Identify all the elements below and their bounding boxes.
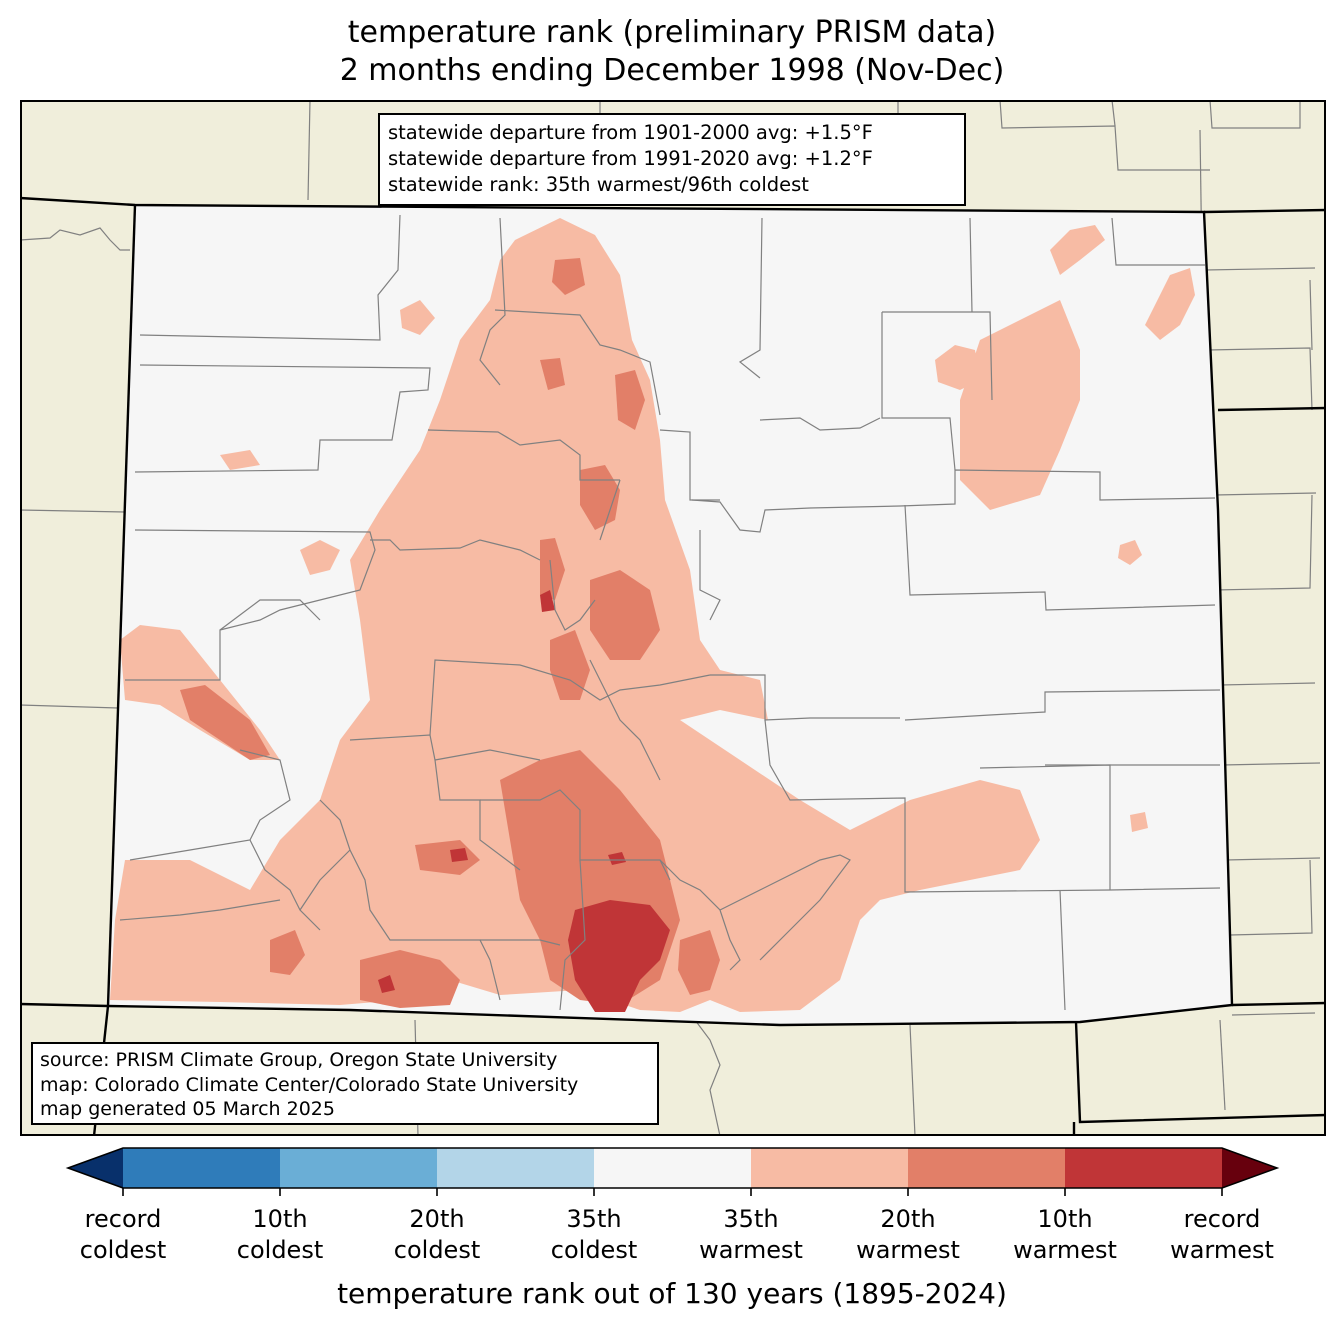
colorbar-label-35th-warmest: 35th warmest <box>671 1204 831 1266</box>
colorbar <box>65 1147 1280 1196</box>
map-credit-line: map: Colorado Climate Center/Colorado St… <box>40 1073 579 1096</box>
colorbar-label-20th-warmest: 20th warmest <box>828 1204 988 1266</box>
rank-warm10-regions <box>378 590 670 1012</box>
colorbar-segment-1 <box>123 1148 280 1188</box>
label-bottom: warmest <box>1013 1236 1117 1264</box>
departure-1991-2020: statewide departure from 1991-2020 avg: … <box>388 147 873 170</box>
source-line: source: PRISM Climate Group, Oregon Stat… <box>40 1049 558 1071</box>
source-box: source: PRISM Climate Group, Oregon Stat… <box>31 1042 659 1125</box>
colorbar-label-record-warmest: record warmest <box>1142 1204 1302 1266</box>
colorbar-segment-3 <box>437 1148 594 1188</box>
colorbar-extend-max <box>1222 1148 1277 1188</box>
generated-date-line: map generated 05 March 2025 <box>40 1098 335 1120</box>
map-frame <box>20 100 1326 1136</box>
label-bottom: coldest <box>79 1236 167 1264</box>
departure-1901-2000: statewide departure from 1901-2000 avg: … <box>388 121 873 144</box>
label-bottom: coldest <box>236 1236 324 1264</box>
label-top: 20th <box>409 1205 465 1233</box>
label-top: 10th <box>1037 1205 1093 1233</box>
label-bottom: warmest <box>856 1236 960 1264</box>
label-top: 35th <box>566 1205 622 1233</box>
colorbar-segment-4 <box>594 1148 751 1188</box>
label-top: record <box>1183 1205 1261 1233</box>
map-title: temperature rank (preliminary PRISM data… <box>0 14 1344 90</box>
colorbar-title: temperature rank out of 130 years (1895-… <box>337 1277 1007 1310</box>
colorbar-extend-min <box>68 1148 123 1188</box>
colorado-rank-map <box>20 100 1326 1136</box>
label-top: 20th <box>880 1205 936 1233</box>
colorbar-segment-6 <box>908 1148 1065 1188</box>
colorbar-segment-5 <box>751 1148 908 1188</box>
title-line-1: temperature rank (preliminary PRISM data… <box>347 15 997 50</box>
colorbar-segment-7 <box>1065 1148 1222 1188</box>
colorbar-ticks <box>122 1188 1223 1196</box>
colorbar-label-35th-coldest: 35th coldest <box>514 1204 674 1266</box>
label-bottom: warmest <box>1170 1236 1274 1264</box>
state-borders <box>20 196 1326 1136</box>
label-top: record <box>84 1205 162 1233</box>
statewide-info-box: statewide departure from 1901-2000 avg: … <box>378 113 966 206</box>
label-bottom: coldest <box>550 1236 638 1264</box>
colorbar-label-record-coldest: record coldest <box>43 1204 203 1266</box>
label-bottom: coldest <box>393 1236 481 1264</box>
statewide-rank: statewide rank: 35th warmest/96th coldes… <box>388 173 809 196</box>
label-bottom: warmest <box>699 1236 803 1264</box>
colorbar-label-10th-warmest: 10th warmest <box>985 1204 1145 1266</box>
label-top: 10th <box>252 1205 308 1233</box>
label-top: 35th <box>723 1205 779 1233</box>
county-lines <box>119 214 1221 1011</box>
colorbar-label-20th-coldest: 20th coldest <box>357 1204 517 1266</box>
colorbar-label-10th-coldest: 10th coldest <box>200 1204 360 1266</box>
title-line-2: 2 months ending December 1998 (Nov-Dec) <box>339 53 1005 88</box>
colorbar-segment-2 <box>280 1148 437 1188</box>
rank-warm35-regions <box>110 218 1195 1012</box>
